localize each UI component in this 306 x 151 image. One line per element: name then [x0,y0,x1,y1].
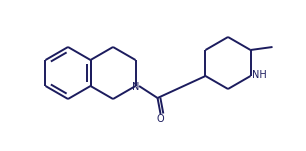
Text: O: O [157,114,164,124]
Text: N: N [132,82,139,92]
Text: NH: NH [252,70,267,80]
